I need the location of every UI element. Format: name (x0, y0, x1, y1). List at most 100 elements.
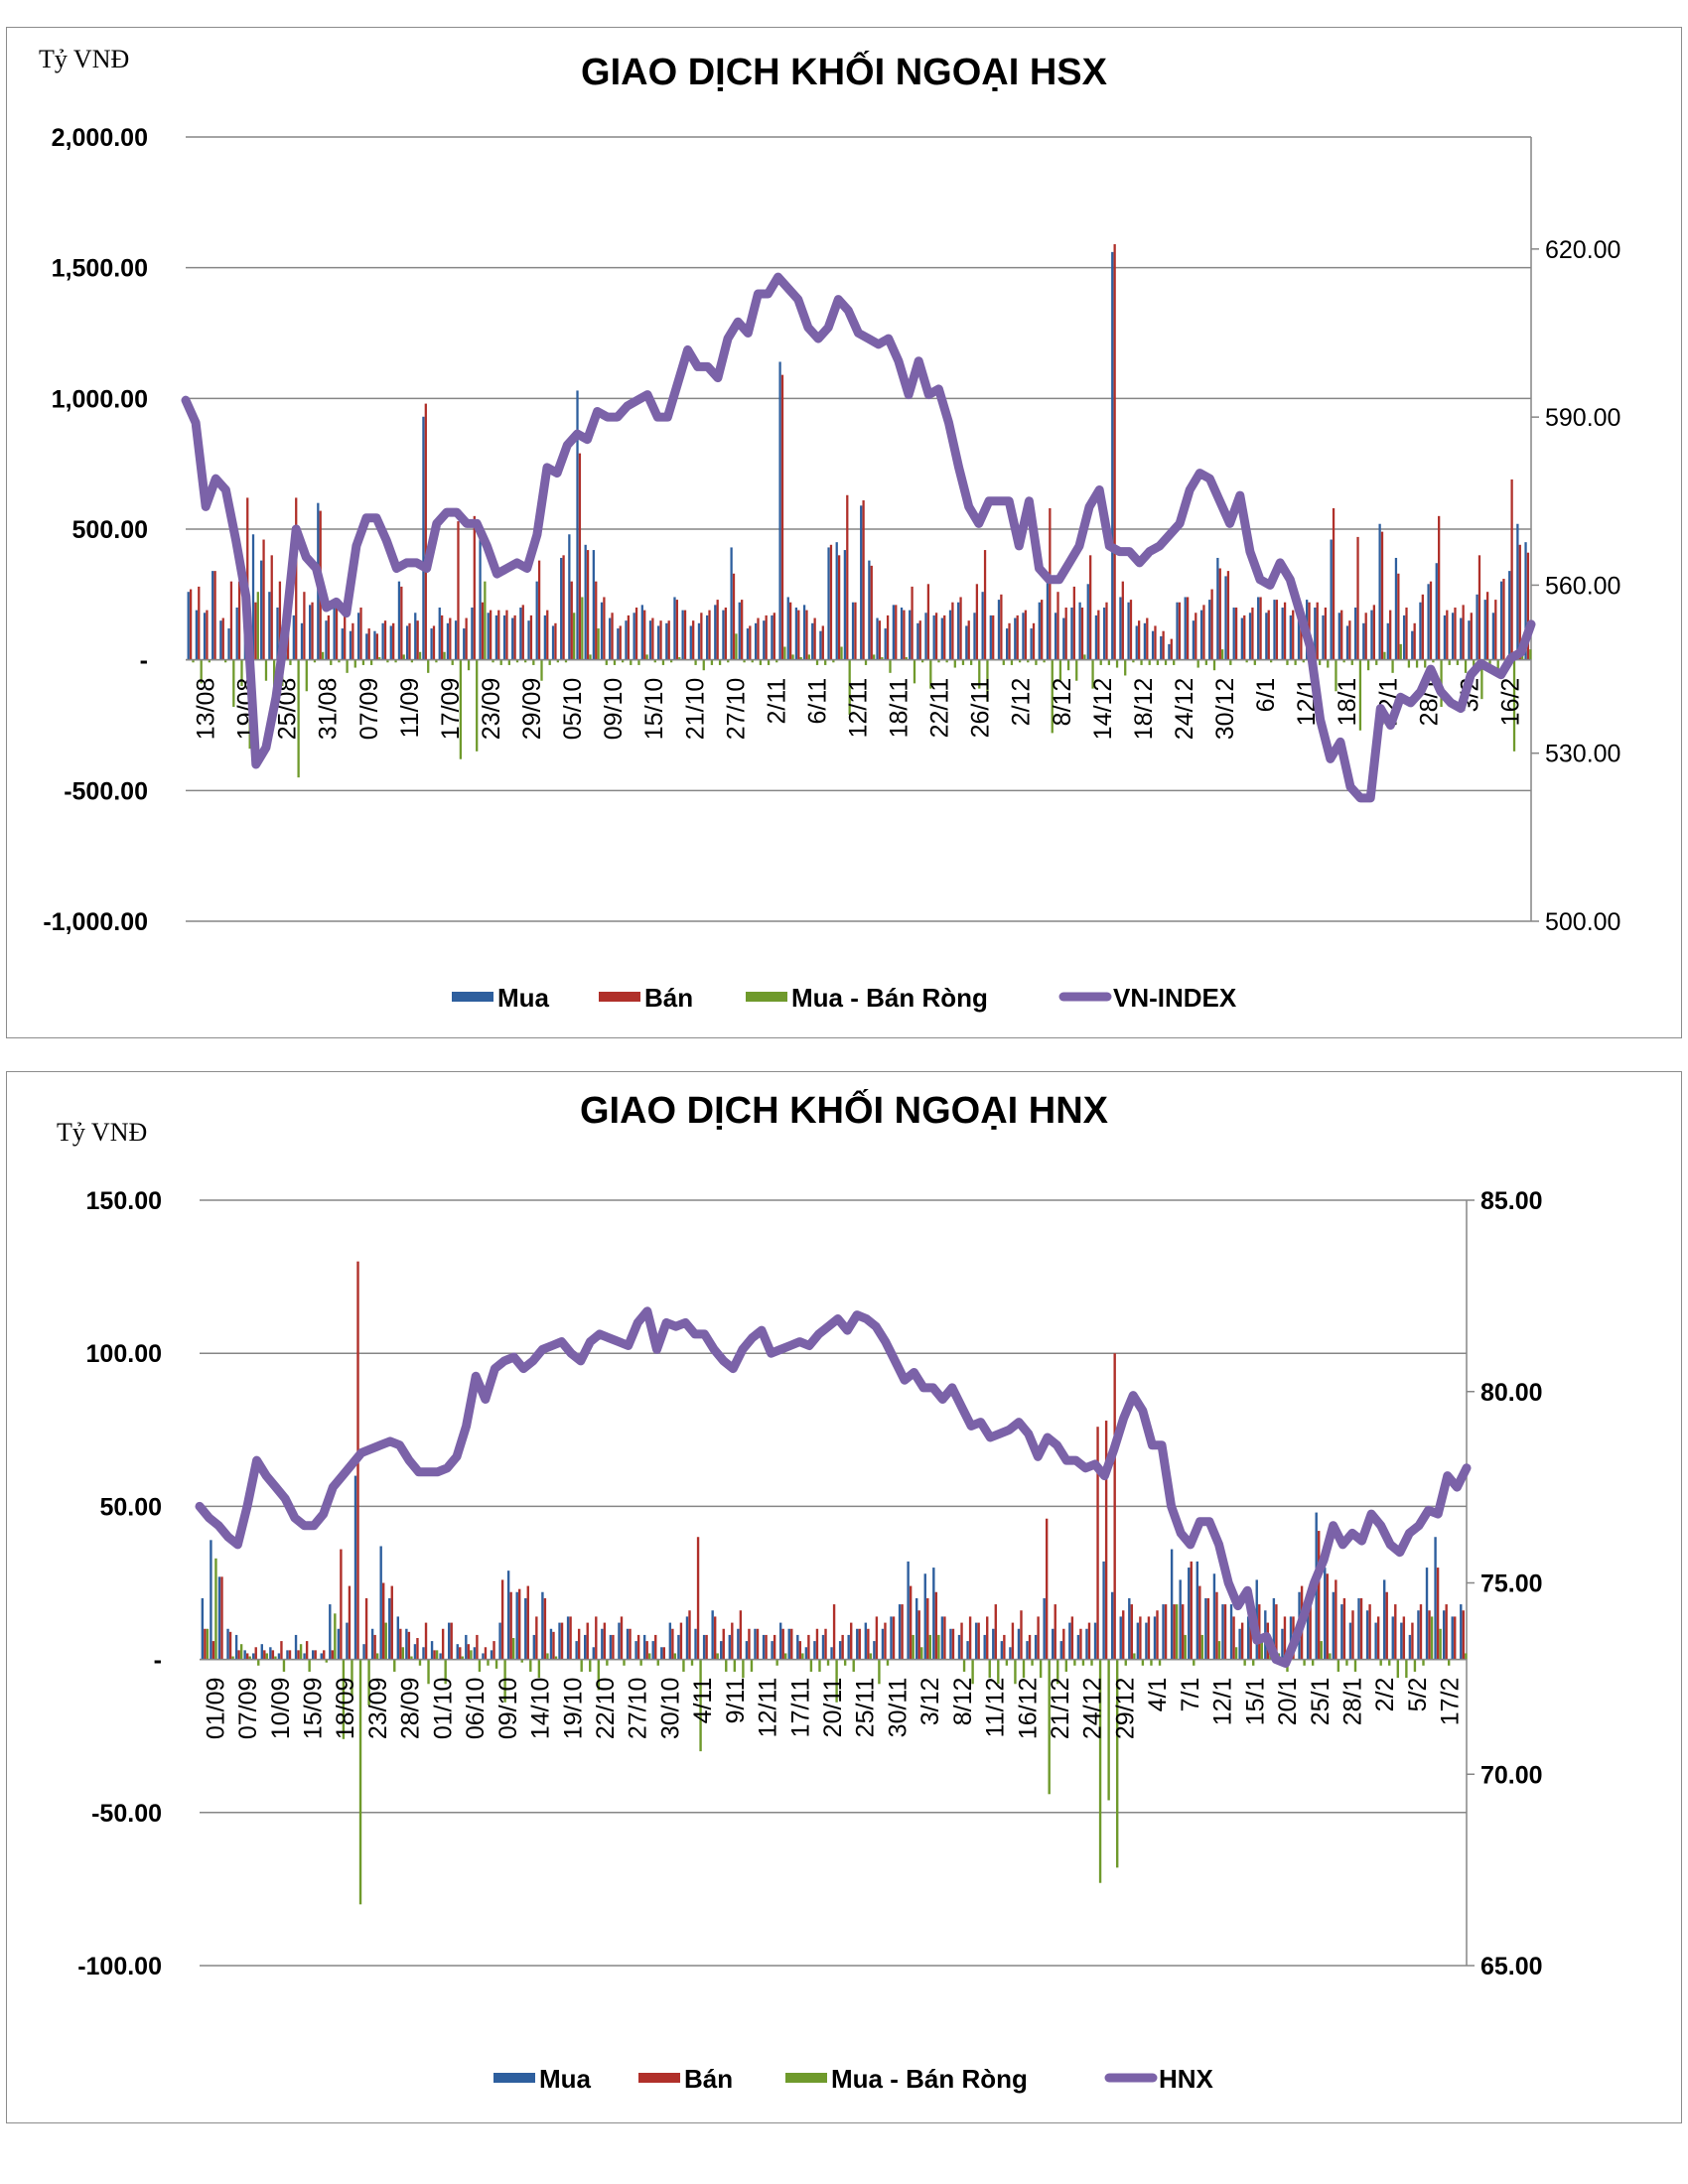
hsx-buy-bar (778, 361, 781, 660)
hsx-sell-bar (473, 515, 476, 660)
hsx-net-bar (378, 657, 381, 660)
hnx-sell-bar (986, 1616, 989, 1660)
hsx-sell-bar (926, 584, 930, 660)
hnx-y2-tick-label: 65.00 (1480, 1953, 1543, 1980)
hsx-sell-bar (992, 614, 995, 660)
hnx-buy-bar (838, 1641, 842, 1660)
hnx-x-tick-label: 14/10 (527, 1678, 555, 1740)
hnx-buy-bar (1408, 1634, 1412, 1660)
hnx-x-tick-label: 10/09 (267, 1678, 295, 1740)
hsx-net-bar (532, 659, 535, 665)
hnx-x-tick-label: 4/1 (1144, 1678, 1172, 1712)
hsx-net-bar (459, 659, 463, 759)
hnx-sell-bar (1223, 1604, 1227, 1660)
hsx-net-bar (767, 659, 771, 665)
hsx-sell-bar (1089, 555, 1092, 660)
hnx-x-tick-label: 20/1 (1274, 1678, 1302, 1726)
hsx-net-bar (815, 659, 819, 665)
hnx-buy-bar (413, 1644, 417, 1660)
hsx-x-tick-label: 6/11 (803, 678, 831, 725)
hnx-net-bar (869, 1653, 873, 1660)
hsx-sell-bar (765, 614, 768, 660)
hnx-buy-bar (1000, 1641, 1004, 1660)
hsx-buy-bar (203, 613, 207, 660)
hnx-buy-bar (260, 1644, 263, 1660)
hnx-x-tick-label: 09/10 (494, 1678, 522, 1740)
hnx-sell-bar (926, 1597, 929, 1660)
hnx-buy-bar (1110, 1591, 1114, 1660)
hnx-net-bar (1014, 1659, 1017, 1685)
hnx-x-tick-label: 07/09 (234, 1678, 262, 1740)
hnx-net-bar (647, 1653, 651, 1660)
hsx-sell-bar (1413, 622, 1416, 660)
hnx-buy-bar (447, 1622, 451, 1660)
hsx-buy-bar (819, 630, 822, 660)
hsx-net-bar (702, 659, 705, 671)
hsx-buy-bar (1468, 620, 1471, 660)
hnx-sell-bar (1130, 1604, 1134, 1660)
hnx-net-bar (470, 1650, 473, 1660)
hsx-net-bar (1221, 649, 1224, 660)
hsx-buy-bar (1337, 613, 1340, 660)
hnx-net-bar (351, 1659, 353, 1697)
hsx-net-bar (1448, 659, 1451, 665)
hsx-buy-bar (802, 605, 806, 660)
hnx-net-bar (801, 1653, 804, 1660)
hnx-sell-bar (892, 1616, 896, 1660)
hsx-net-bar (751, 659, 754, 663)
hsx-sell-bar (708, 610, 711, 660)
hnx-buy-bar (626, 1628, 630, 1660)
hnx-buy-bar (677, 1634, 680, 1660)
hnx-sell-bar (1335, 1579, 1337, 1660)
hsx-buy-bar (827, 547, 830, 660)
hsx-buy-bar (957, 602, 960, 660)
hnx-chart-title: GIAO DỊCH KHỐI NGOẠI HNX (580, 1087, 1109, 1132)
hsx-buy-bar (1240, 617, 1243, 660)
hnx-sell-bar (909, 1585, 913, 1660)
hnx-net-bar (673, 1653, 677, 1660)
hsx-net-bar (783, 646, 786, 660)
hnx-net-bar (410, 1656, 413, 1660)
hsx-buy-bar (1460, 617, 1463, 660)
hsx-sell-bar (449, 617, 452, 660)
hnx-net-bar (342, 1659, 346, 1739)
hsx-buy-bar (738, 602, 741, 660)
hnx-sell-bar (441, 1628, 445, 1660)
hnx-sell-bar (373, 1634, 376, 1660)
hsx-sell-bar (1438, 515, 1441, 660)
hsx-net-bar (937, 659, 940, 663)
hnx-net-bar (1116, 1659, 1119, 1868)
hnx-sell-bar (305, 1641, 309, 1660)
hsx-buy-bar (860, 505, 863, 660)
hsx-buy-bar (373, 630, 376, 660)
hsx-x-tick-label: 11/09 (396, 678, 424, 739)
hnx-sell-bar (722, 1628, 725, 1660)
hsx-net-bar (1358, 659, 1362, 731)
hsx-sell-bar (967, 620, 970, 660)
hnx-net-bar (971, 1659, 974, 1685)
hsx-buy-bar (454, 620, 458, 660)
hsx-sell-bar (1243, 614, 1246, 660)
hnx-net-bar (435, 1650, 439, 1660)
hnx-net-bar (1031, 1659, 1034, 1666)
hsx-net-bar (694, 659, 697, 665)
hsx-sell-bar (189, 589, 193, 660)
hnx-x-tick-label: 29/12 (1111, 1678, 1139, 1740)
hsx-net-bar (824, 659, 827, 665)
hnx-sell-bar (1190, 1561, 1193, 1660)
hnx-buy-bar (873, 1641, 876, 1660)
hnx-sell-bar (841, 1634, 844, 1660)
hnx-buy-bar (847, 1634, 850, 1660)
hsx-buy-bar (1022, 613, 1025, 660)
hnx-net-bar (325, 1659, 328, 1663)
hsx-x-tick-label: 6/1 (1252, 678, 1280, 713)
hsx-buy-bar (1451, 613, 1455, 660)
hnx-sell-bar (518, 1588, 521, 1660)
hsx-net-bar (1051, 659, 1054, 734)
hnx-net-bar (1422, 1659, 1425, 1666)
hsx-sell-bar (1485, 592, 1489, 660)
hsx-net-bar (338, 659, 341, 663)
hnx-sell-bar (1283, 1616, 1287, 1660)
hnx-net-bar (716, 1653, 719, 1660)
hsx-buy-bar (1151, 630, 1155, 660)
